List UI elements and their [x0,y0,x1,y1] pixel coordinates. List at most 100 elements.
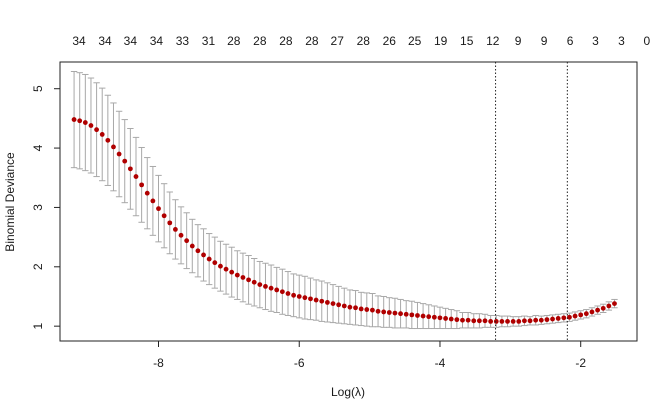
data-point [482,318,488,324]
top-axis-label: 28 [227,34,241,48]
data-point [296,294,302,299]
data-point [161,213,167,219]
top-axis-label: 6 [567,34,574,48]
top-axis-label: 34 [98,34,112,48]
data-point [88,123,94,128]
top-axis-label: 9 [541,34,548,48]
top-axis-label: 34 [150,34,164,48]
data-point [522,318,527,324]
data-point [375,308,381,314]
data-point [144,190,150,196]
data-point [454,317,460,323]
data-point [336,302,342,308]
data-point [392,310,398,316]
data-point [550,316,555,322]
data-point [538,317,544,323]
x-tick-label: -6 [294,356,305,370]
data-point [229,269,235,275]
top-axis-label: 33 [176,34,190,48]
data-point [341,303,347,309]
data-point [471,318,477,324]
data-point [415,313,420,318]
y-tick-label: 1 [31,323,45,330]
data-point [274,287,280,293]
top-axis-label: 0 [644,34,651,48]
data-point [533,317,539,323]
top-axis-label: 12 [486,34,500,48]
data-point [460,317,465,323]
data-point [201,252,206,258]
data-point [358,306,364,312]
reference-lines [495,62,568,341]
data-point [150,198,156,204]
data-point [111,144,116,150]
data-point [476,318,482,324]
data-point [381,309,387,315]
data-point [595,307,600,313]
data-point [505,319,510,324]
top-axis-label: 25 [408,34,422,48]
top-axis-label: 34 [72,34,86,48]
data-point [308,296,313,302]
data-point [257,282,263,288]
data-point [516,319,522,324]
data-point [493,319,499,324]
data-point [218,263,223,269]
top-axis-label: 27 [331,34,345,48]
data-point [313,297,319,303]
data-point [420,313,426,319]
data-points [71,117,617,324]
top-axis-label: 3 [592,34,599,48]
data-point [600,305,606,311]
data-point [173,227,178,232]
data-point [426,314,432,320]
x-tick-label: -8 [153,356,164,370]
plot-box [59,61,638,342]
x-axis-label: Log(λ) [331,385,365,399]
data-point [133,174,139,179]
data-point [398,311,403,317]
data-point [578,312,584,318]
x-tick-label: -4 [435,356,446,370]
data-point [353,305,358,311]
data-point [189,243,195,249]
data-point [127,166,133,172]
top-axis-label: 31 [202,34,216,48]
data-point [330,301,336,307]
data-point [561,315,567,321]
data-point [178,232,184,238]
data-point [234,272,240,278]
data-point [302,295,308,301]
data-point [122,158,128,164]
data-point [116,151,122,157]
data-point [139,182,145,188]
top-axis-label: 28 [279,34,293,48]
data-point [347,304,353,310]
data-point [589,309,595,315]
data-point [184,238,190,244]
data-point [156,206,161,212]
top-axis-label: 28 [305,34,319,48]
x-tick-label: -2 [575,356,586,370]
data-point [567,314,572,320]
y-tick-label: 5 [31,85,45,92]
data-point [364,307,370,312]
data-point [71,117,77,122]
data-point [105,137,111,143]
top-axis-label: 28 [357,34,371,48]
data-point [99,132,105,137]
y-axis: 1 2 3 4 5 [31,85,60,330]
data-point [443,316,449,321]
data-point [263,283,268,289]
data-point [437,315,443,321]
data-point [606,303,612,309]
y-tick-label: 4 [31,144,45,151]
data-point [510,319,516,324]
top-axis-label: 26 [383,34,397,48]
data-point [77,118,83,124]
data-point [240,275,246,280]
y-axis-label: Binomial Deviance [3,152,17,252]
data-point [499,319,505,324]
data-point [319,298,325,304]
